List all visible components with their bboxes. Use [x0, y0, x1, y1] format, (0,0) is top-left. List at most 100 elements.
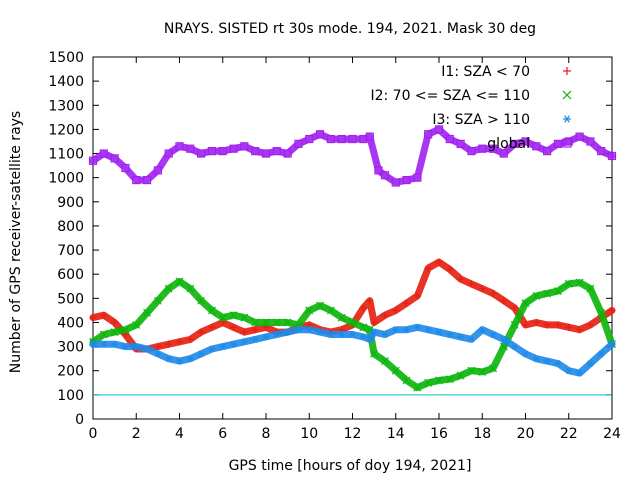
data-point: [251, 318, 260, 327]
legend-marker: [562, 138, 572, 148]
data-point: [370, 318, 378, 326]
data-point: [488, 144, 498, 153]
data-point: [380, 171, 390, 180]
data-point: [305, 134, 314, 144]
data-point: [273, 331, 281, 338]
plot-area: 0 2 4 6 8 10 12 14 16 18 20 22 240100200300400500600…: [48, 50, 621, 442]
data-point: [164, 149, 173, 158]
data-point: [207, 147, 217, 156]
data-point: [89, 340, 97, 348]
data-point: [413, 292, 421, 300]
data-point: [305, 306, 314, 315]
x-tick-label: 24: [603, 426, 621, 442]
data-point: [370, 328, 378, 336]
data-point: [478, 326, 486, 334]
data-point: [564, 137, 573, 146]
data-point: [554, 360, 562, 367]
x-tick-label: 22: [560, 426, 578, 442]
data-point: [348, 318, 357, 327]
data-point: [284, 328, 292, 336]
data-point: [511, 343, 519, 350]
data-point: [88, 156, 98, 165]
data-point: [359, 304, 367, 312]
data-point: [99, 330, 108, 339]
data-point: [154, 350, 162, 358]
data-point: [381, 331, 389, 338]
legend-label: I1: SZA < 70: [441, 64, 530, 80]
data-point: [532, 318, 540, 326]
data-point: [413, 173, 422, 182]
data-point: [230, 323, 238, 331]
legend-marker: [563, 115, 571, 123]
data-point: [478, 368, 487, 376]
data-point: [565, 367, 573, 375]
data-point: [218, 313, 227, 322]
data-point: [607, 151, 617, 161]
data-point: [435, 258, 443, 266]
data-point: [575, 278, 584, 287]
data-point: [424, 264, 432, 272]
legend-marker: [562, 90, 572, 100]
data-point: [132, 320, 141, 329]
data-point: [597, 308, 606, 317]
data-point: [554, 321, 562, 329]
data-point: [208, 345, 216, 353]
data-point: [111, 340, 119, 348]
data-point: [283, 149, 292, 158]
data-point: [251, 326, 259, 334]
data-point: [208, 323, 216, 331]
y-tick-label: 100: [57, 388, 84, 404]
data-point: [100, 340, 108, 348]
data-point: [467, 280, 475, 288]
y-tick-label: 800: [57, 219, 84, 235]
x-tick-label: 2: [132, 426, 141, 442]
data-point: [197, 149, 206, 158]
data-point: [445, 134, 454, 144]
data-point: [261, 149, 271, 158]
data-point: [132, 175, 141, 185]
data-point: [543, 357, 551, 365]
data-point: [153, 166, 162, 175]
y-tick-label: 400: [57, 315, 84, 331]
x-tick-label: 0: [89, 426, 98, 442]
y-tick-label: 1200: [48, 122, 84, 138]
legend-label: global: [487, 136, 530, 152]
data-point: [543, 321, 551, 329]
series-band-3: [89, 125, 616, 186]
y-tick-label: 1000: [48, 171, 84, 187]
x-tick-label: 12: [344, 426, 362, 442]
data-point: [89, 314, 97, 322]
data-point: [230, 340, 238, 348]
data-point: [370, 349, 379, 358]
y-tick-label: 300: [57, 340, 84, 356]
data-point: [110, 328, 119, 337]
data-point: [553, 139, 563, 148]
data-point: [165, 355, 173, 362]
data-point: [251, 336, 259, 343]
data-point: [349, 331, 356, 338]
data-point: [283, 318, 292, 327]
y-tick-label: 900: [57, 195, 84, 211]
data-point: [359, 333, 367, 341]
data-point: [586, 137, 595, 146]
data-point: [522, 321, 529, 329]
data-point: [586, 360, 594, 367]
data-point: [500, 297, 508, 305]
data-point: [327, 331, 335, 338]
data-point: [478, 285, 486, 293]
data-point: [338, 331, 346, 338]
data-point: [121, 163, 130, 173]
x-tick-label: 18: [473, 426, 491, 442]
data-point: [446, 265, 454, 273]
data-point: [99, 149, 108, 158]
chart-title: NRAYS. SISTED rt 30s mode. 194, 2021. Ma…: [164, 21, 536, 37]
y-tick-label: 1400: [48, 74, 84, 90]
legend-label: I2: 70 <= SZA <= 110: [370, 88, 530, 104]
data-point: [229, 311, 238, 320]
data-point: [403, 299, 411, 307]
data-point: [111, 318, 119, 326]
y-axis-title: Number of GPS receiver-satellite rays: [8, 111, 24, 373]
data-point: [186, 335, 194, 343]
data-point: [240, 142, 249, 151]
data-point: [489, 364, 497, 373]
